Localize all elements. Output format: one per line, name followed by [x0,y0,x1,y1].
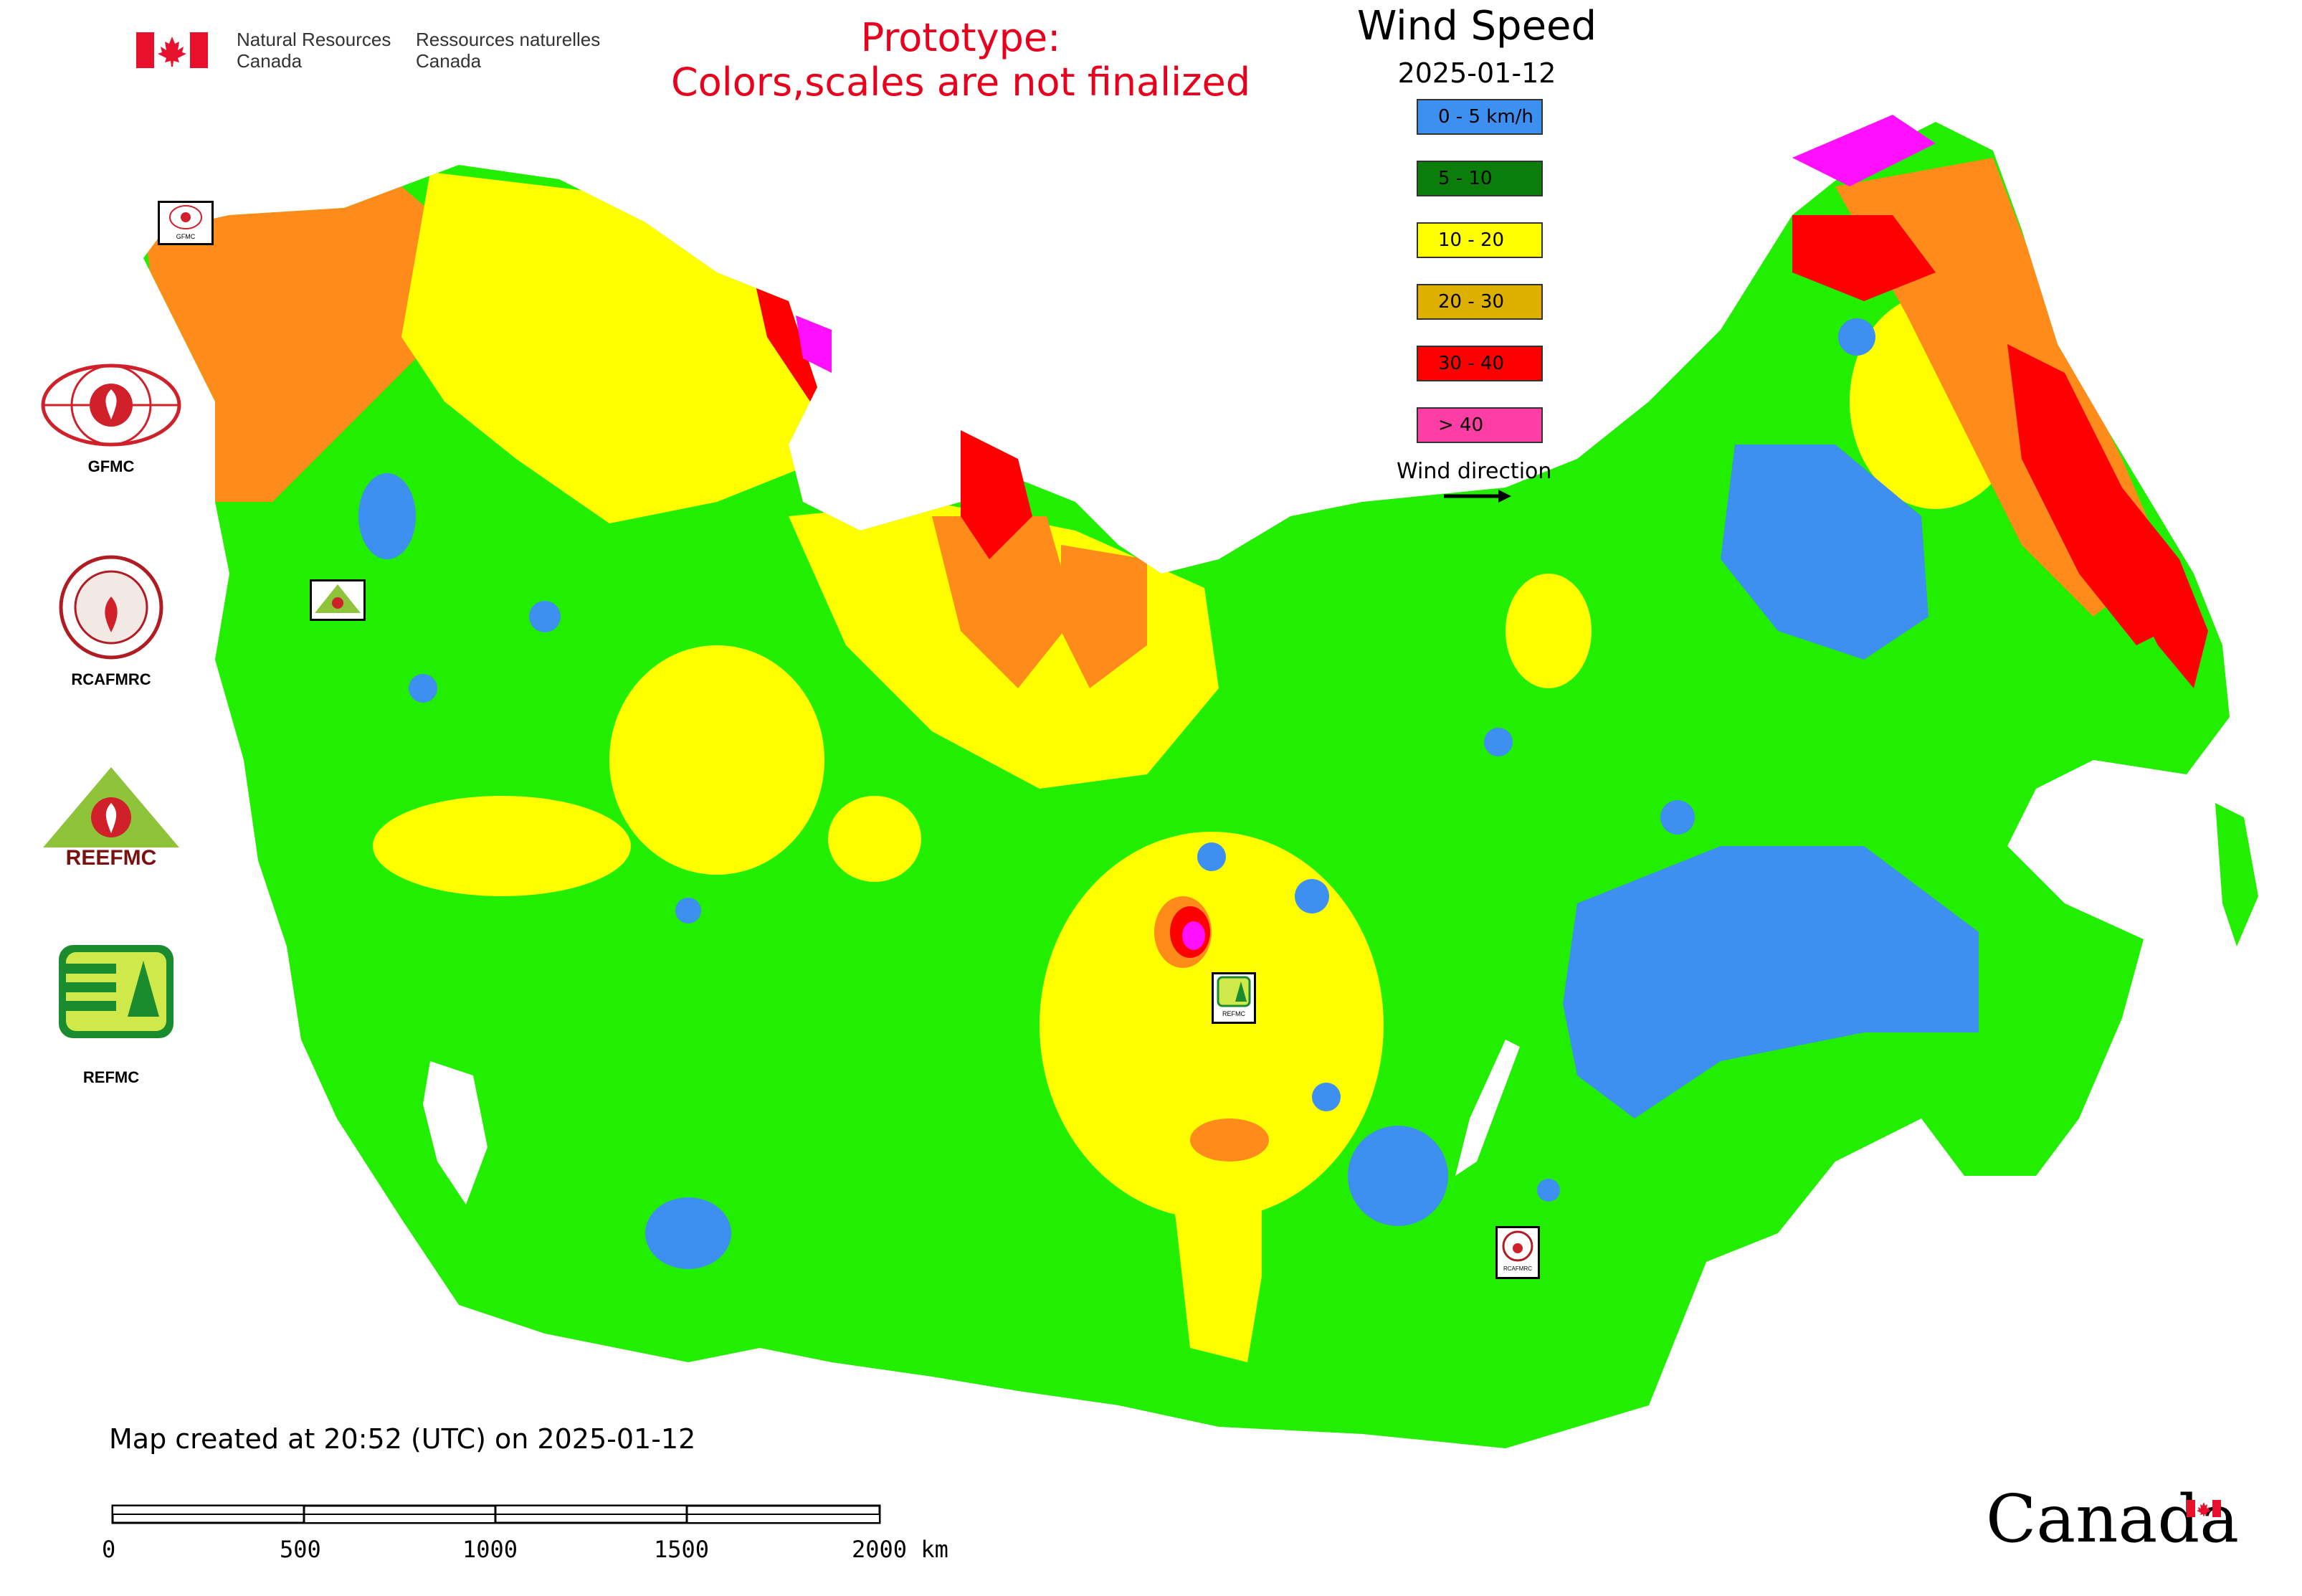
zone-blue-west [358,473,416,559]
caspian-sea [423,1061,487,1205]
reefmc-label: REEFMC [65,846,157,870]
blue-dot [529,601,561,632]
refmc-map-marker: REFMC [1212,972,1256,1024]
legend-item-10-20: 10 - 20 [1417,222,1543,258]
reefmc-logo [36,767,186,868]
legend-date: 2025-01-12 [1397,57,1556,89]
legend-item-5-10: 5 - 10 [1417,161,1543,196]
map-created-text: Map created at 20:52 (UTC) on 2025-01-12 [109,1423,696,1455]
agency-name-fr: Ressources naturelles Canada [416,29,601,72]
zone-red-chukotka [1792,215,1936,301]
scale-label-1000: 1000 [462,1536,518,1563]
chukotka-tip [1792,115,1936,186]
blue-dot [409,674,437,703]
gfmc-logo [39,362,183,448]
zone-magenta-hotspot [1182,921,1205,950]
legend-item-over-40: > 40 [1417,407,1543,443]
zone-blue-yakutia [1721,445,1928,660]
blue-dot [1838,318,1875,356]
legend-item-20-30: 20 - 30 [1417,284,1543,320]
scale-label-500: 500 [280,1536,321,1563]
blue-dot [1537,1179,1560,1202]
scale-label-0: 0 [102,1536,116,1563]
zone-yellow-west-siberia [609,645,824,875]
zone-orange-south [1190,1118,1269,1162]
reefmc-map-marker [310,579,366,621]
zone-blue-amur [1563,846,1979,1118]
peninsula-kamchatka [2122,488,2208,688]
rcafmrc-logo [57,554,165,661]
blue-dot [1312,1083,1341,1111]
agency-name-en: Natural Resources Canada [237,29,391,72]
zone-orange-yamal [932,516,1075,688]
zone-yellow-east [1506,574,1592,688]
legend-title: Wind Speed [1356,3,1597,49]
gfmc-map-marker: GFMC [158,201,214,245]
rcafmrc-map-marker: RCAFMRC [1495,1226,1540,1279]
scale-label-1500: 1500 [654,1536,710,1563]
island-novaya-zemlya [961,430,1032,559]
rcafmrc-label: RCAFMRC [71,670,151,688]
zone-yellow-ural [373,796,631,896]
canada-flag-icon [136,32,208,68]
blue-dot [1484,728,1513,756]
scale-label-2000: 2000 km [852,1536,948,1563]
refmc-label: REFMC [82,1068,140,1086]
island-sakhalin [2215,803,2258,946]
zone-yellow-central [1040,832,1384,1219]
lake-baikal [1455,1040,1520,1176]
canada-wordmark-flag-icon [2187,1500,2221,1517]
legend-item-30-40: 30 - 40 [1417,346,1543,381]
canada-wordmark: Canada [1986,1481,2240,1557]
legend-item-0-5: 0 - 5 km/h [1417,99,1543,135]
gfmc-label: GFMC [87,457,135,475]
zone-blue-kazakh [645,1197,731,1269]
zone-yellow-south-trail [1161,1118,1262,1362]
zone-orange-taymyr [1061,545,1147,688]
scale-bar [111,1504,882,1526]
blue-dot [675,898,701,923]
wind-direction-label: Wind direction [1397,459,1552,484]
wind-direction-arrow-icon [1441,488,1513,505]
zone-orange-nw [143,186,502,502]
blue-dot [1295,879,1329,913]
zone-yellow-south-1 [828,796,921,882]
zone-blue-baikal [1348,1126,1448,1226]
kola-magenta [796,315,832,373]
refmc-logo [59,945,173,1038]
blue-dot [1197,842,1226,871]
prototype-notice: Prototype: Colors,scales are not finaliz… [671,15,1250,105]
blue-dot [1660,800,1695,835]
